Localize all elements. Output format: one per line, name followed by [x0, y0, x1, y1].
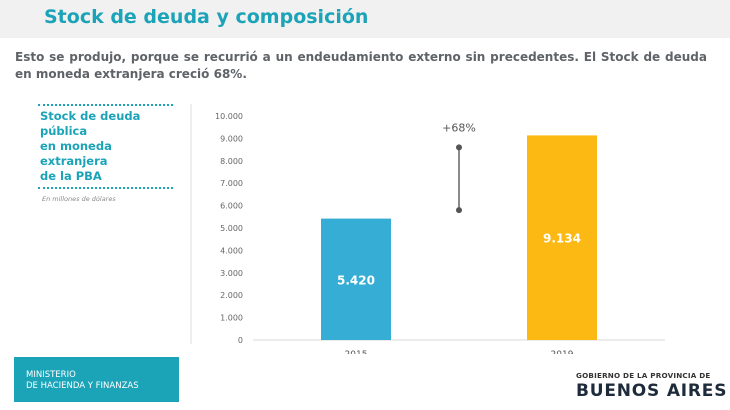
panel-divider: [190, 104, 192, 344]
ministry-line-2: DE HACIENDA Y FINANZAS: [26, 381, 139, 391]
chart-caption: Stock de deuda pública en moneda extranj…: [38, 104, 173, 203]
intro-text: Esto se produjo, porque se recurrió a un…: [15, 50, 707, 81]
caption-line-2: en moneda extranjera: [40, 139, 112, 168]
y-tick-label: 4.000: [220, 246, 243, 255]
bar-2019: [527, 135, 597, 340]
y-tick-label: 7.000: [220, 179, 243, 188]
bar-value-label: 9.134: [543, 232, 581, 246]
debt-bar-chart: 0 1.000 2.000 3.000 4.000 5.000 6.000 7.000 8.00…: [215, 112, 665, 360]
y-tick-label: 10.000: [215, 112, 243, 121]
ministry-text: MINISTERIO DE HACIENDA Y FINANZAS: [26, 370, 139, 392]
caption-bottom-rule: [38, 187, 173, 189]
caption-title: Stock de deuda pública en moneda extranj…: [40, 109, 173, 184]
government-logo-title: BUENOS AIRES: [576, 381, 728, 401]
government-logo-subtitle: GOBIERNO DE LA PROVINCIA DE: [576, 371, 711, 380]
page-title: Stock de deuda y composición: [44, 6, 369, 28]
y-tick-label: 0: [238, 336, 243, 345]
title-band: [0, 0, 730, 38]
y-tick-label: 6.000: [220, 202, 243, 211]
y-tick-label: 2.000: [220, 291, 243, 300]
caption-unit: En millones de dólares: [42, 195, 116, 203]
growth-connector-end: [456, 144, 462, 151]
bar-value-label: 5.420: [337, 273, 375, 287]
y-tick-label: 3.000: [220, 269, 243, 278]
caption-line-1: Stock de deuda pública: [40, 109, 141, 138]
y-tick-label: 5.000: [220, 224, 243, 233]
caption-top-rule: [38, 104, 173, 106]
caption-line-3: de la PBA: [40, 169, 102, 183]
y-tick-label: 1.000: [220, 314, 243, 323]
government-logo: GOBIERNO DE LA PROVINCIA DE BUENOS AIRES: [576, 371, 728, 401]
ministry-badge: MINISTERIO DE HACIENDA Y FINANZAS: [14, 357, 179, 402]
growth-connector-start: [456, 207, 462, 214]
y-tick-label: 8.000: [220, 157, 243, 166]
ministry-line-1: MINISTERIO: [26, 370, 76, 380]
bar-2015: [321, 218, 391, 340]
growth-annotation: +68%: [442, 121, 476, 134]
y-tick-label: 9.000: [220, 134, 243, 143]
